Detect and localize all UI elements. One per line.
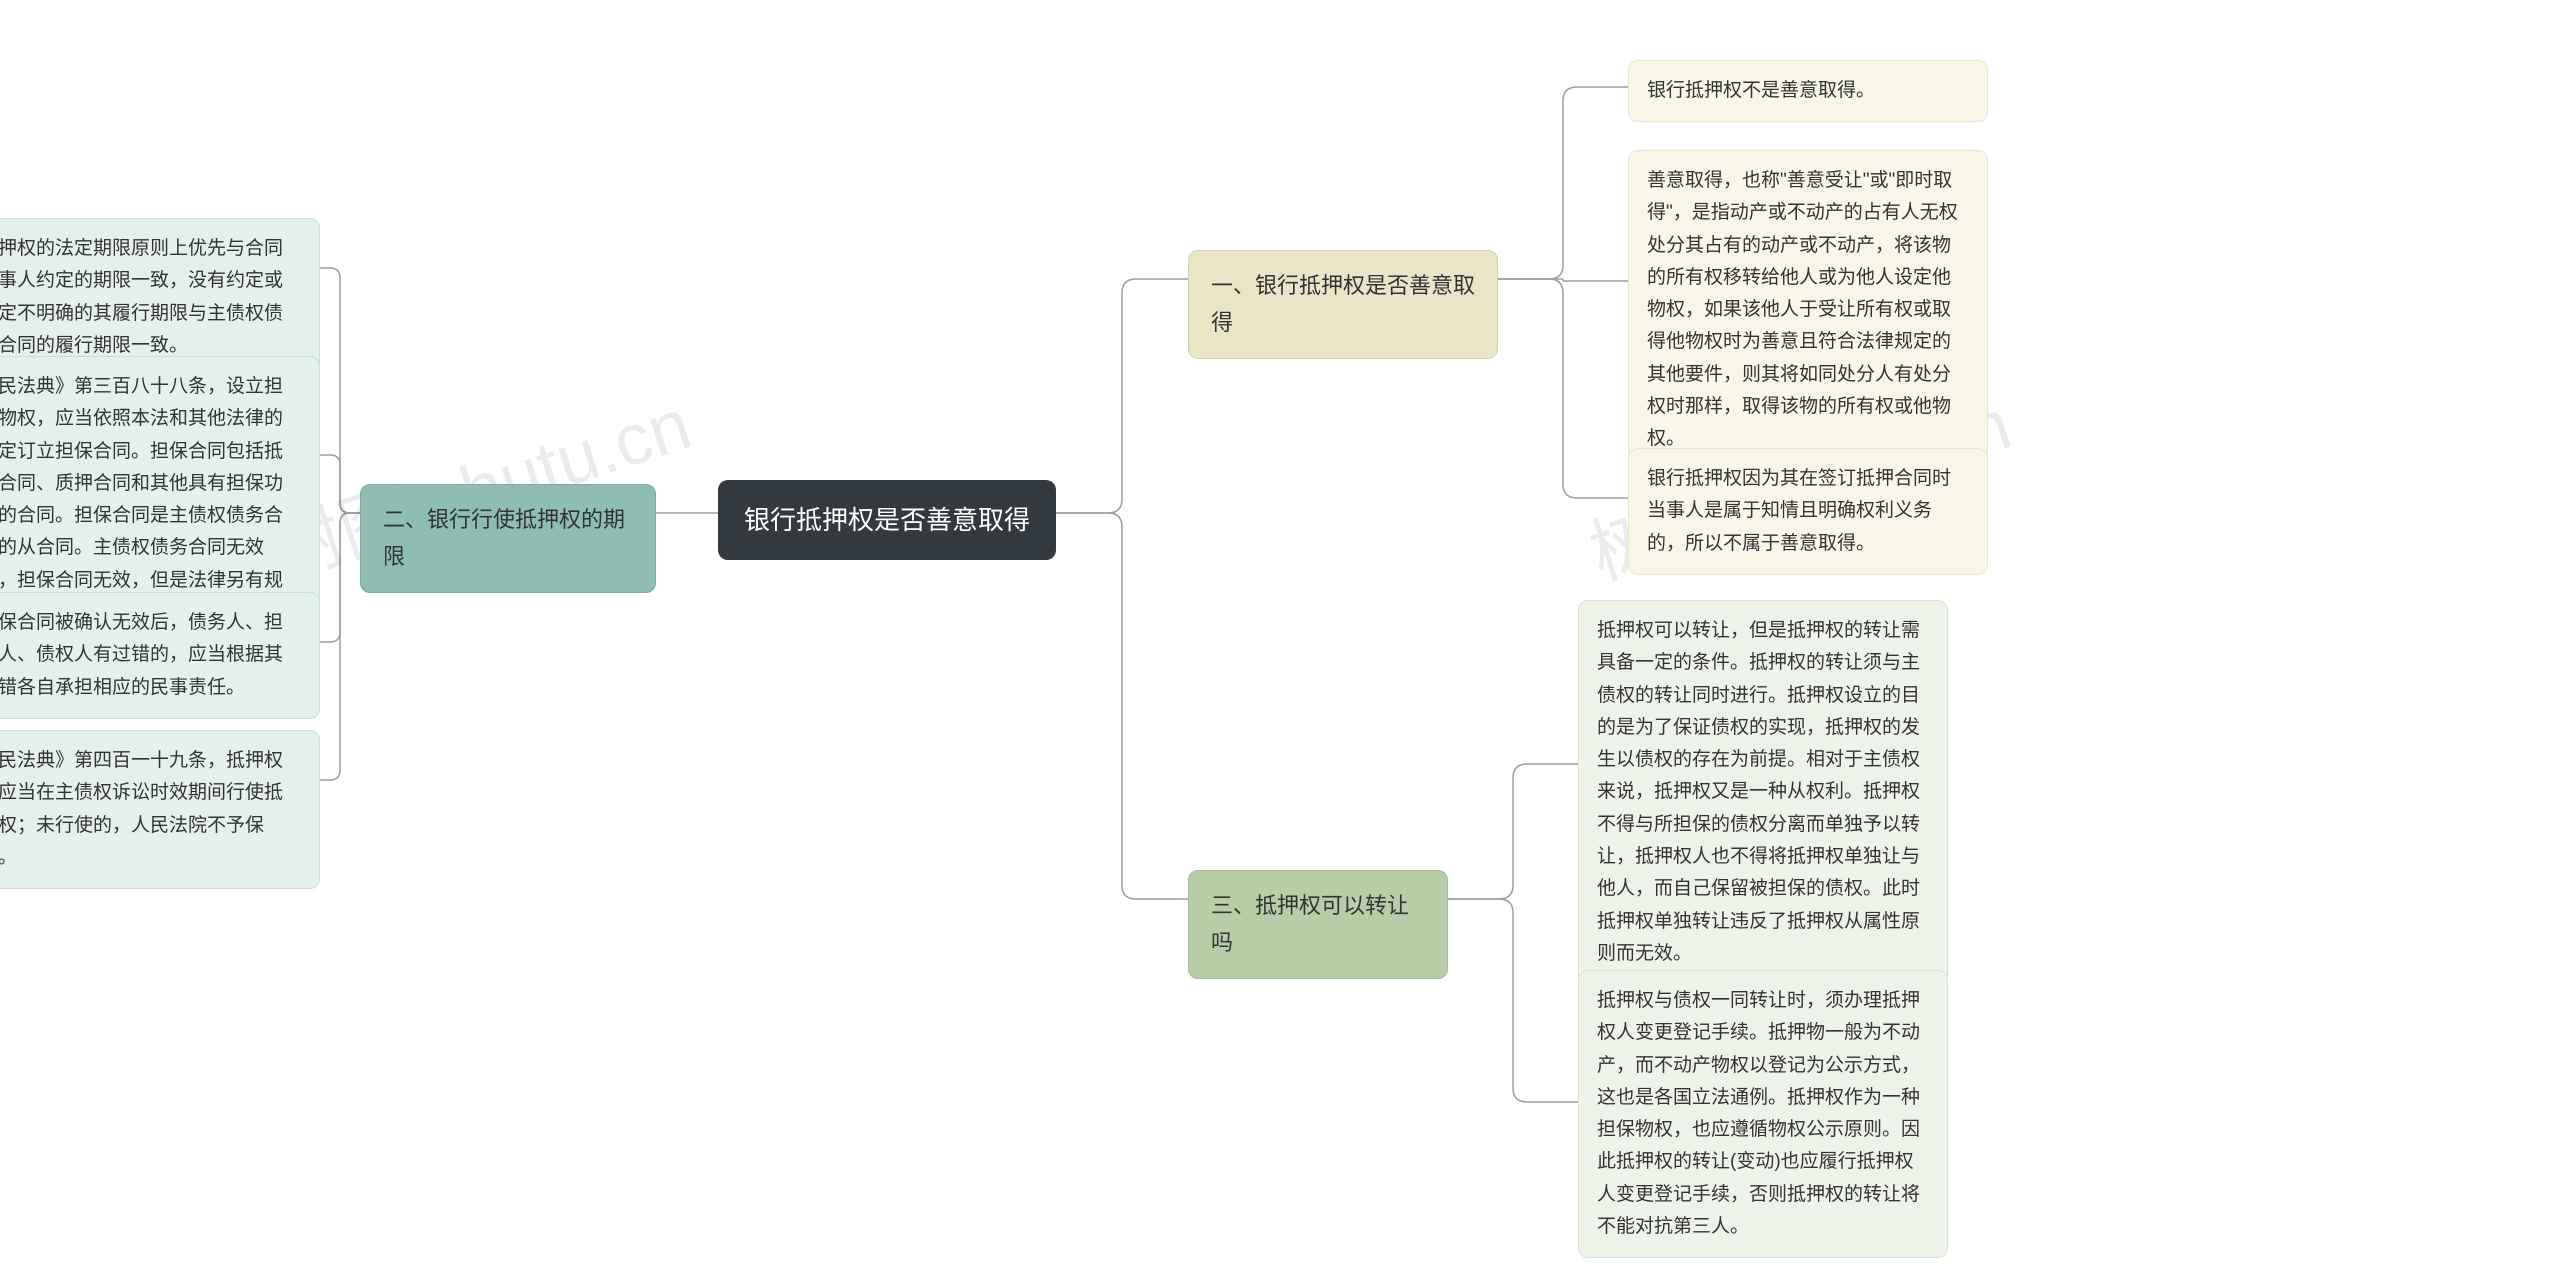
- connector-layer: [0, 0, 2560, 1285]
- branch-node[interactable]: 三、抵押权可以转让吗: [1188, 870, 1448, 979]
- leaf-node[interactable]: 《民法典》第四百一十九条，抵押权人应当在主债权诉讼时效期间行使抵押权；未行使的，…: [0, 730, 320, 889]
- root-node[interactable]: 银行抵押权是否善意取得: [718, 480, 1056, 560]
- leaf-node[interactable]: 银行抵押权不是善意取得。: [1628, 60, 1988, 122]
- leaf-node[interactable]: 抵押权与债权一同转让时，须办理抵押权人变更登记手续。抵押物一般为不动产，而不动产…: [1578, 970, 1948, 1258]
- leaf-node[interactable]: 抵押权可以转让，但是抵押权的转让需具备一定的条件。抵押权的转让须与主债权的转让同…: [1578, 600, 1948, 985]
- leaf-node[interactable]: 抵押权的法定期限原则上优先与合同当事人约定的期限一致，没有约定或约定不明确的其履…: [0, 218, 320, 377]
- leaf-node[interactable]: 善意取得，也称"善意受让"或"即时取得"，是指动产或不动产的占有人无权处分其占有…: [1628, 150, 1988, 471]
- leaf-node[interactable]: 担保合同被确认无效后，债务人、担保人、债权人有过错的，应当根据其过错各自承担相应…: [0, 592, 320, 719]
- leaf-node[interactable]: 银行抵押权因为其在签订抵押合同时当事人是属于知情且明确权利义务的，所以不属于善意…: [1628, 448, 1988, 575]
- branch-node[interactable]: 二、银行行使抵押权的期限: [360, 484, 656, 593]
- branch-node[interactable]: 一、银行抵押权是否善意取得: [1188, 250, 1498, 359]
